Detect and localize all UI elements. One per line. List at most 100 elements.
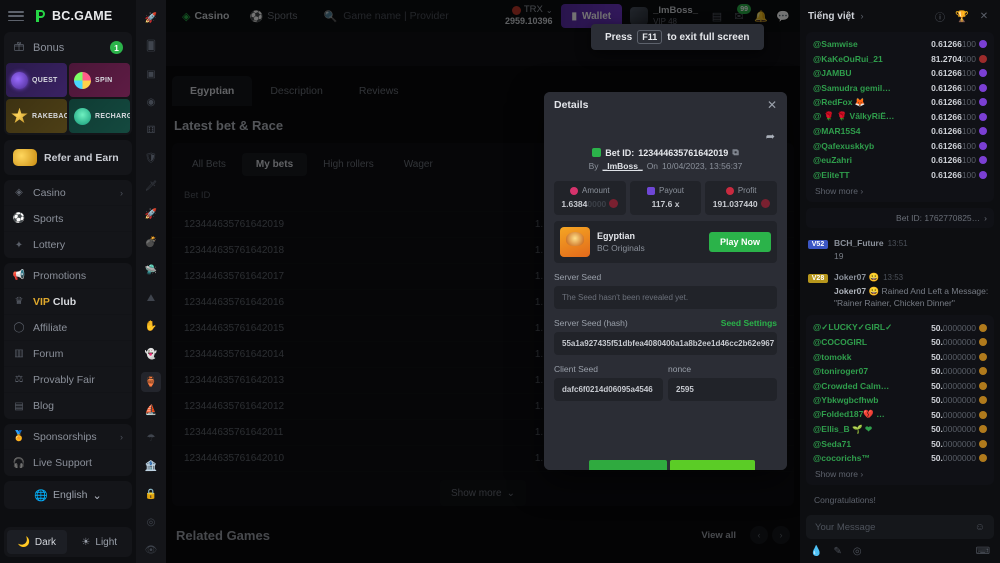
share-button[interactable]: ➦ bbox=[554, 124, 777, 147]
rail-sword-icon[interactable]: 🗡 bbox=[144, 180, 158, 192]
rain-show-more-bottom[interactable]: Show more › bbox=[815, 469, 864, 480]
rain-username[interactable]: @MAR15S4 bbox=[813, 126, 861, 137]
rain-username[interactable]: @JAMBU bbox=[813, 68, 852, 79]
rain-username[interactable]: @Ybkwgbcfhwb bbox=[813, 395, 879, 406]
rail-dice-icon[interactable]: ⚅ bbox=[146, 124, 156, 136]
coin-icon[interactable]: ◎ bbox=[852, 546, 862, 557]
rain-username[interactable]: @toniroger07 bbox=[813, 366, 869, 377]
seed-settings-link[interactable]: Seed Settings bbox=[720, 318, 777, 328]
refer-row[interactable]: Refer and Earn bbox=[4, 140, 132, 175]
rail-rocket-icon[interactable]: 🚀 bbox=[144, 12, 158, 24]
nonce-value[interactable]: 2595 bbox=[668, 378, 777, 401]
trophy-icon[interactable]: 🏆 bbox=[955, 10, 969, 23]
chat-input-wrapper[interactable]: Your Message ☺ bbox=[806, 515, 994, 539]
rain-username[interactable]: @Ellis_B 🌱 ❤ bbox=[813, 423, 873, 434]
rain-row[interactable]: @Seda71 50.0000000 bbox=[813, 436, 987, 451]
sidebar-item-blog[interactable]: ▤ Blog bbox=[4, 393, 132, 419]
rail-target-icon[interactable]: ◎ bbox=[146, 516, 156, 528]
rail-eye-icon[interactable]: 👁 bbox=[144, 544, 158, 556]
rain-username[interactable]: @ 🌹 🌹 VālkyRiË… bbox=[813, 111, 895, 122]
play-now-button[interactable]: Play Now bbox=[708, 232, 771, 252]
rail-shield-icon[interactable]: 🛡 bbox=[144, 152, 158, 164]
sidebar-item-live-support[interactable]: 🎧 Live Support bbox=[4, 450, 132, 476]
bonus-row[interactable]: Bonus 1 bbox=[4, 32, 132, 63]
keyboard-icon[interactable]: ⌨ bbox=[975, 546, 990, 557]
rail-ufo-icon[interactable]: 🛸 bbox=[144, 264, 158, 276]
message-author[interactable]: Joker07 😀 bbox=[834, 272, 880, 283]
rail-roulette-icon[interactable]: ◉ bbox=[146, 96, 156, 108]
rain-row[interactable]: @RedFox 🦊 0.61266100 bbox=[813, 95, 987, 110]
rain-row[interactable]: @euZahri 0.61266100 bbox=[813, 153, 987, 168]
rain-row[interactable]: @Samudra gemil… 0.61266100 bbox=[813, 81, 987, 96]
client-seed-value[interactable]: dafc6f0214d06095a4546 bbox=[554, 378, 663, 401]
sidebar-item-vip-club[interactable]: ♛ VIP Club bbox=[4, 289, 132, 315]
copy-icon[interactable]: ⧉ bbox=[732, 147, 739, 157]
rail-rocket2-icon[interactable]: 🚀 bbox=[144, 208, 158, 220]
menu-toggle-icon[interactable] bbox=[8, 9, 24, 23]
chat-language[interactable]: Tiếng việt bbox=[808, 10, 855, 22]
rail-mountain-icon[interactable]: ⛰ bbox=[146, 292, 156, 304]
refer-and-earn-panel[interactable]: Refer and Earn bbox=[4, 140, 132, 175]
chat-messages[interactable]: @Samwise 0.61266100 @KaKeOuRui_21 81.270400… bbox=[800, 32, 1000, 509]
rain-row[interactable]: @Folded187💔 … 50.0000000 bbox=[813, 407, 987, 422]
rail-hand-icon[interactable]: ✋ bbox=[144, 320, 158, 332]
brand-logo[interactable]: BC.GAME bbox=[32, 8, 112, 24]
rain-row[interactable]: @Ellis_B 🌱 ❤ 50.0000000 bbox=[813, 422, 987, 437]
language-selector[interactable]: 🌐 English ⌄ bbox=[4, 481, 132, 509]
rain-username[interactable]: @RedFox 🦊 bbox=[813, 96, 866, 107]
promo-recharge[interactable]: RECHARGE bbox=[69, 99, 130, 133]
rain-username[interactable]: @KaKeOuRui_21 bbox=[813, 53, 883, 64]
promo-rakeback[interactable]: RAKEBACK bbox=[6, 99, 67, 133]
rail-slots-icon[interactable]: ▣ bbox=[146, 68, 156, 80]
sidebar-item-lottery[interactable]: ✦ Lottery bbox=[4, 232, 132, 258]
sidebar-item-promotions[interactable]: 📢 Promotions bbox=[4, 263, 132, 289]
sidebar-item-sponsorships[interactable]: 🏅 Sponsorships › bbox=[4, 424, 132, 450]
rain-row[interactable]: @MAR15S4 0.61266100 bbox=[813, 124, 987, 139]
rain-username[interactable]: @EliteTT bbox=[813, 169, 850, 180]
rain-row[interactable]: @cocorichs™ 50.0000000 bbox=[813, 451, 987, 466]
promo-spin[interactable]: SPIN bbox=[69, 63, 130, 97]
message-author[interactable]: BCH_Future bbox=[834, 238, 884, 248]
rain-username[interactable]: @Samwise bbox=[813, 39, 858, 50]
rain-row[interactable]: @COCOGIRL 50.0000000 bbox=[813, 335, 987, 350]
server-seed-hash-value[interactable]: 55a1a927435f51dbfea4080400a1a8b2ee1d46cc… bbox=[554, 332, 777, 355]
rain-row[interactable]: @Ybkwgbcfhwb 50.0000000 bbox=[813, 393, 987, 408]
rail-cards-icon[interactable]: 🂠 bbox=[145, 40, 157, 52]
rain-row[interactable]: @Qafexuskkyb 0.61266100 bbox=[813, 139, 987, 154]
rain-username[interactable]: @✓LUCKY✓GIRL✓ bbox=[813, 322, 893, 333]
rail-umbrella-icon[interactable]: ☂ bbox=[146, 432, 156, 444]
chevron-right-icon[interactable]: › bbox=[860, 11, 864, 21]
rain-username[interactable]: @Seda71 bbox=[813, 438, 852, 449]
sidebar-item-affiliate[interactable]: ◯ Affiliate bbox=[4, 315, 132, 341]
rain-username[interactable]: @COCOGIRL bbox=[813, 337, 868, 348]
rain-row[interactable]: @toniroger07 50.0000000 bbox=[813, 364, 987, 379]
rain-row[interactable]: @KaKeOuRui_21 81.2704000 bbox=[813, 52, 987, 67]
rain-username[interactable]: @Qafexuskkyb bbox=[813, 140, 875, 151]
rail-ship-icon[interactable]: ⛵ bbox=[144, 404, 158, 416]
rain-row[interactable]: @ 🌹 🌹 VālkyRiË… 0.61266100 bbox=[813, 110, 987, 125]
rain-row[interactable]: @EliteTT 0.61266100 bbox=[813, 168, 987, 183]
rail-bomb-icon[interactable]: 💣 bbox=[144, 236, 158, 248]
promo-quest[interactable]: QUEST bbox=[6, 63, 67, 97]
rain-row[interactable]: @JAMBU 0.61266100 bbox=[813, 66, 987, 81]
rail-bank-icon[interactable]: 🏦 bbox=[144, 460, 158, 472]
rain-row[interactable]: @Samwise 0.61266100 bbox=[813, 37, 987, 52]
theme-light-button[interactable]: ☀ Light bbox=[70, 530, 130, 554]
theme-dark-button[interactable]: 🌙 Dark bbox=[7, 530, 67, 554]
message-avatar-group[interactable]: V28 bbox=[808, 272, 828, 309]
rain-row[interactable]: @tomokk 50.0000000 bbox=[813, 349, 987, 364]
sidebar-item-casino[interactable]: ◈ Casino › bbox=[4, 180, 132, 206]
tip-icon[interactable]: ✎ bbox=[833, 546, 842, 557]
rail-egyptian-icon[interactable]: 🏺 bbox=[141, 372, 161, 392]
bet-reference-chip[interactable]: Bet ID: 1762770825… › bbox=[806, 208, 994, 228]
rain-username[interactable]: @cocorichs™ bbox=[813, 453, 870, 464]
rain-username[interactable]: @Samudra gemil… bbox=[813, 82, 891, 93]
rain-row[interactable]: @Crowded Calm… 50.0000000 bbox=[813, 378, 987, 393]
language-panel[interactable]: 🌐 English ⌄ bbox=[4, 481, 132, 509]
rain-row[interactable]: @✓LUCKY✓GIRL✓ 50.0000000 bbox=[813, 320, 987, 335]
sidebar-item-sports[interactable]: ⚽ Sports bbox=[4, 206, 132, 232]
emoji-icon[interactable]: ☺ bbox=[974, 521, 985, 533]
sidebar-item-provably-fair[interactable]: ⚖ Provably Fair bbox=[4, 367, 132, 393]
rain-username[interactable]: @euZahri bbox=[813, 155, 852, 166]
rail-lock-icon[interactable]: 🔒 bbox=[144, 488, 158, 500]
